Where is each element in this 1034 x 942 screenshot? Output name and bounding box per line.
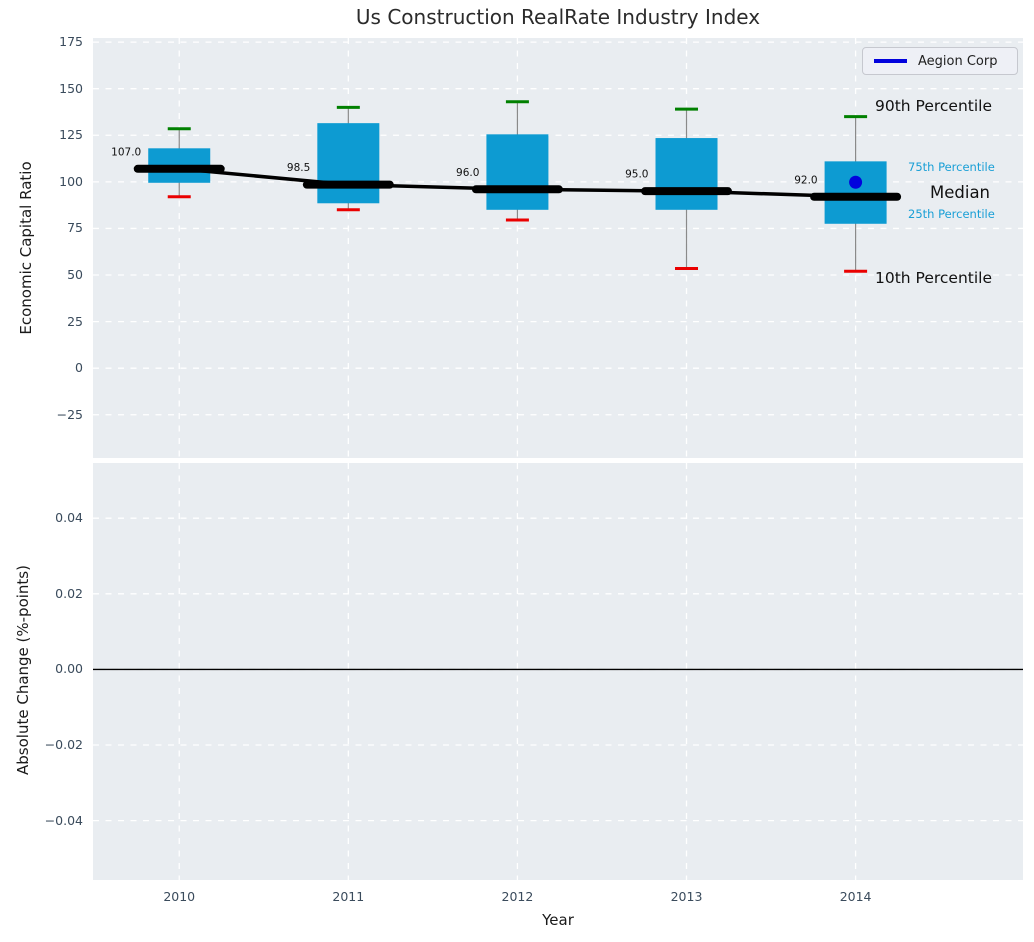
- top-y-tick-label: 50: [67, 267, 83, 283]
- top-axes: 107.0 98.5 96.0 95.0 92.0: [93, 38, 1023, 458]
- bottom-y-tick-label: −0.02: [44, 737, 83, 753]
- legend-line-sample: [874, 59, 907, 63]
- bottom-y-tick-label: 0.00: [55, 661, 83, 677]
- bottom-plot-canvas: [93, 463, 1023, 880]
- bottom-y-tick-label: 0.02: [55, 585, 83, 601]
- annotation-90th-percentile: 90th Percentile: [875, 97, 993, 115]
- top-y-tick-label: 0: [75, 360, 83, 376]
- x-axis-label: Year: [542, 911, 574, 929]
- bottom-y-tick-label: 0.04: [55, 510, 83, 526]
- median-value-label: 107.0: [111, 146, 141, 158]
- top-y-tick-label: 150: [59, 80, 83, 96]
- chart-title: Us Construction RealRate Industry Index: [355, 5, 761, 29]
- iqr-box: [317, 123, 380, 204]
- x-tick-label: 2011: [332, 889, 365, 904]
- x-tick-label: 2010: [163, 889, 196, 904]
- company-data-point: [849, 175, 863, 189]
- iqr-box: [655, 138, 718, 210]
- median-value-label: 96.0: [456, 167, 479, 179]
- top-y-tick-label: 100: [59, 173, 83, 189]
- annotation-25th-percentile: 25th Percentile: [908, 207, 995, 221]
- top-y-tick-label: −25: [56, 406, 83, 422]
- iqr-box: [486, 134, 549, 210]
- iqr-box: [824, 161, 887, 224]
- median-value-label: 98.5: [287, 162, 310, 174]
- top-y-tick-label: 175: [59, 34, 83, 50]
- legend-label: Aegion Corp: [918, 53, 998, 69]
- top-plot-canvas: 107.0 98.5 96.0 95.0 92.0: [93, 38, 1023, 458]
- median-value-label: 95.0: [625, 169, 648, 181]
- median-value-label: 92.0: [794, 174, 817, 186]
- top-y-tick-label: 75: [67, 220, 83, 236]
- bottom-axes: [93, 463, 1023, 880]
- annotation-median: Median: [930, 183, 991, 202]
- x-tick-label: 2014: [839, 889, 872, 904]
- annotation-75th-percentile: 75th Percentile: [908, 160, 995, 174]
- x-tick-label: 2013: [670, 889, 703, 904]
- bottom-y-tick-label: −0.04: [44, 812, 83, 828]
- legend: Aegion Corp: [862, 47, 1018, 75]
- annotation-10th-percentile: 10th Percentile: [875, 269, 993, 287]
- top-y-tick-label: 125: [59, 127, 83, 143]
- top-y-tick-label: 25: [67, 313, 83, 329]
- x-tick-label: 2012: [501, 889, 534, 904]
